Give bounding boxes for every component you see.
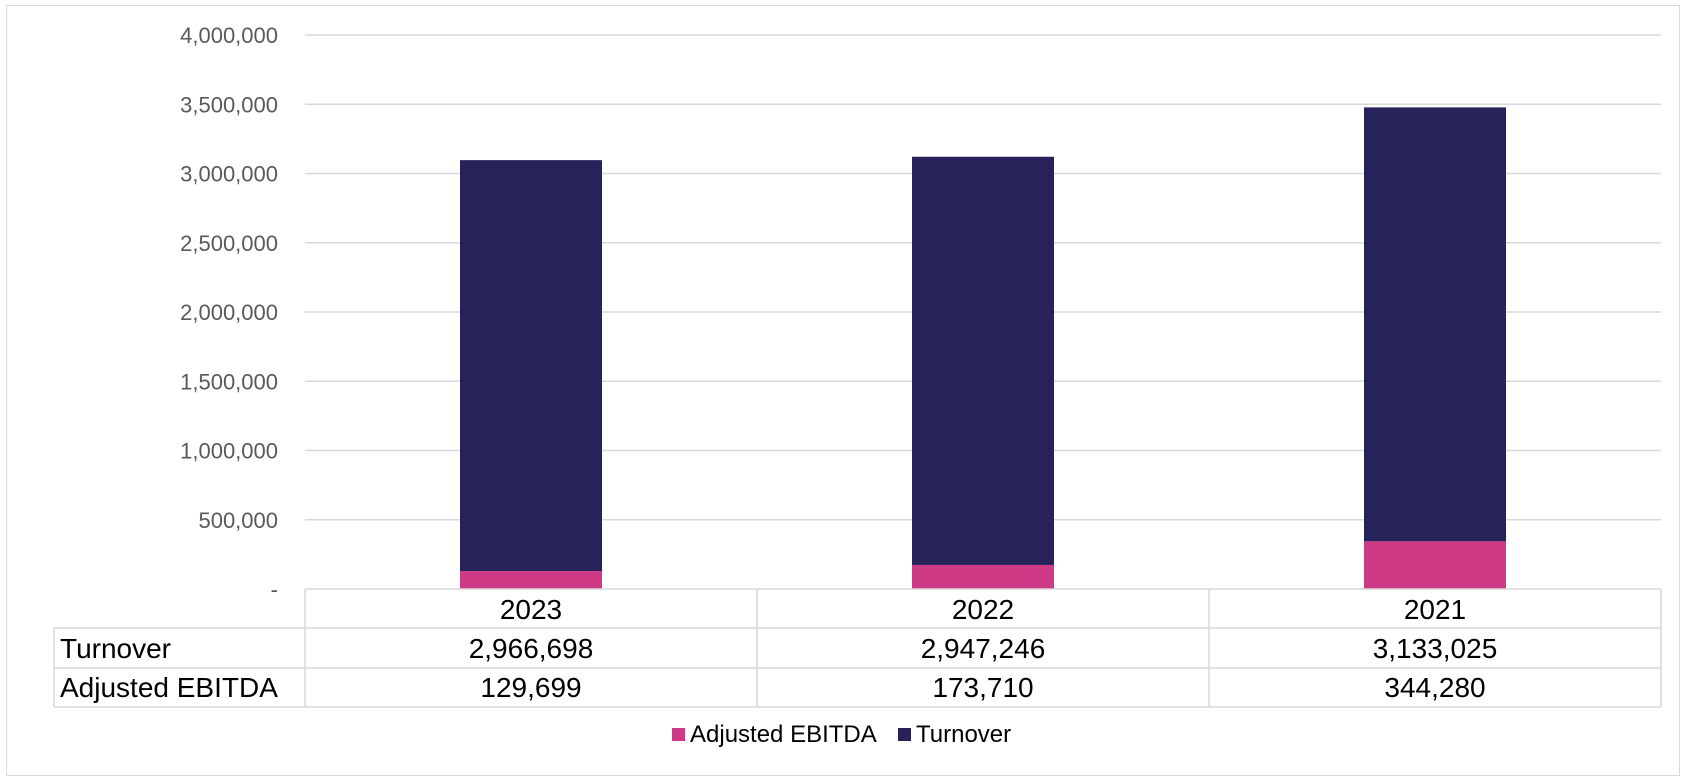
y-tick-label: 1,000,000: [180, 439, 278, 464]
y-tick-label: 4,000,000: [180, 23, 278, 48]
table-cell-value: 173,710: [932, 672, 1033, 703]
category-label: 2022: [952, 594, 1014, 625]
y-tick-label: 1,500,000: [180, 369, 278, 394]
legend-swatch: [898, 728, 911, 741]
table-cell-value: 344,280: [1384, 672, 1485, 703]
legend-label: Turnover: [916, 721, 1011, 748]
bar-segment: [912, 564, 1054, 589]
legend-swatch: [672, 728, 685, 741]
bar-segment: [460, 160, 602, 572]
y-tick-label: 3,000,000: [180, 162, 278, 187]
bar-segment: [1364, 107, 1506, 542]
bar-segment: [460, 571, 602, 589]
category-label: 2021: [1404, 594, 1466, 625]
category-label: 2023: [500, 594, 562, 625]
legend-label: Adjusted EBITDA: [690, 721, 877, 748]
table-row-label: Turnover: [60, 633, 171, 664]
table-cell-value: 2,947,246: [921, 633, 1046, 664]
table-row-label: Adjusted EBITDA: [60, 672, 278, 703]
y-tick-label: 2,500,000: [180, 231, 278, 256]
bar-segment: [1364, 541, 1506, 589]
y-tick-label: 500,000: [198, 508, 278, 533]
y-tick-label: -: [271, 577, 278, 602]
y-tick-label: 2,000,000: [180, 300, 278, 325]
bar-segment: [912, 156, 1054, 565]
table-cell-value: 2,966,698: [469, 633, 594, 664]
table-cell-value: 3,133,025: [1373, 633, 1498, 664]
table-cell-value: 129,699: [480, 672, 581, 703]
y-tick-label: 3,500,000: [180, 92, 278, 117]
